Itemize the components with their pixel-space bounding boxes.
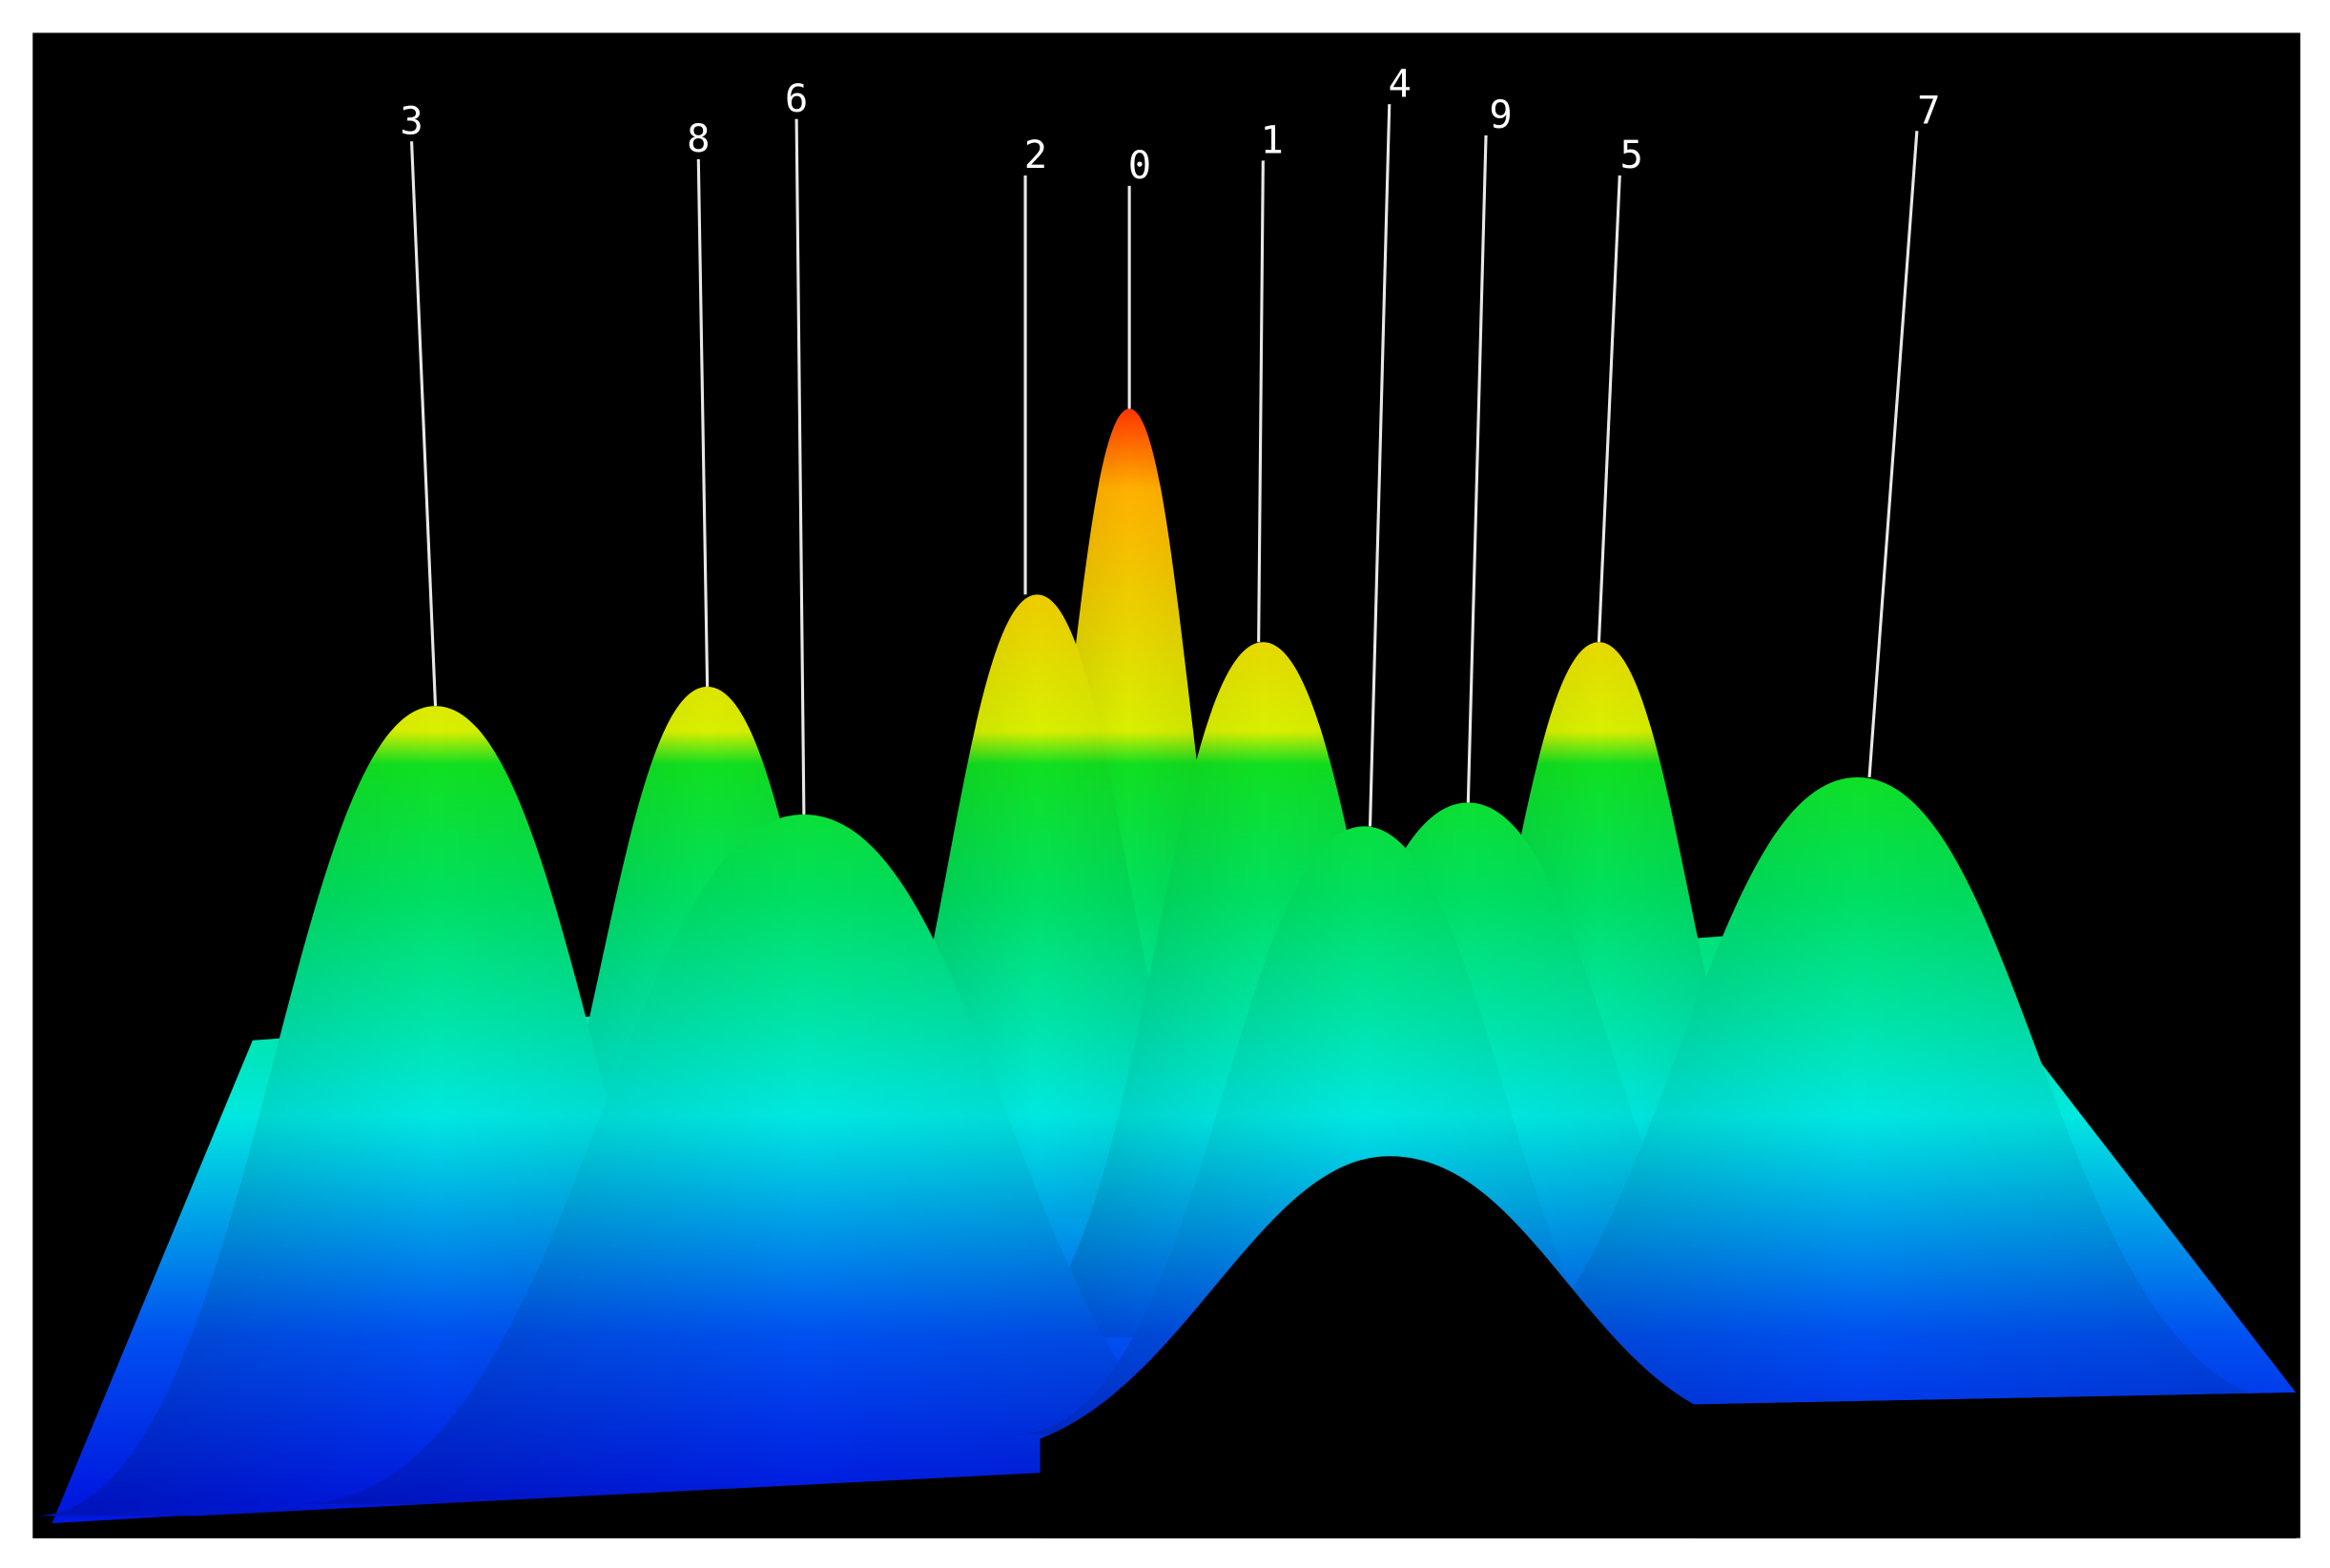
peak-label: 7 xyxy=(1917,87,1940,133)
leader-line xyxy=(1257,160,1265,643)
peak-label: 1 xyxy=(1260,117,1283,163)
leader-line xyxy=(410,141,438,707)
peak-label: 2 xyxy=(1024,132,1047,177)
peak-label: 3 xyxy=(400,97,423,143)
leader-line xyxy=(1466,134,1488,803)
surface-shade xyxy=(1412,776,2303,1405)
peak-label: 4 xyxy=(1388,60,1411,106)
leader-line xyxy=(1368,104,1392,827)
leader-line xyxy=(696,158,710,687)
peak-label: 8 xyxy=(687,115,710,161)
peak-label: 5 xyxy=(1620,132,1643,177)
leader-lines xyxy=(410,104,1919,827)
leader-line xyxy=(794,118,806,815)
peak-label: 6 xyxy=(785,75,808,121)
leader-line xyxy=(1867,131,1919,778)
peak-labels: 3 8 6 2 0 1 4 9 5 7 xyxy=(400,60,1940,188)
surface xyxy=(32,408,2303,1538)
peak-label: 9 xyxy=(1489,92,1512,137)
surface-shade xyxy=(299,814,1309,1504)
surface-edge xyxy=(1694,1393,2297,1538)
leader-line xyxy=(1597,175,1621,643)
peak-label: 0 xyxy=(1128,142,1151,188)
